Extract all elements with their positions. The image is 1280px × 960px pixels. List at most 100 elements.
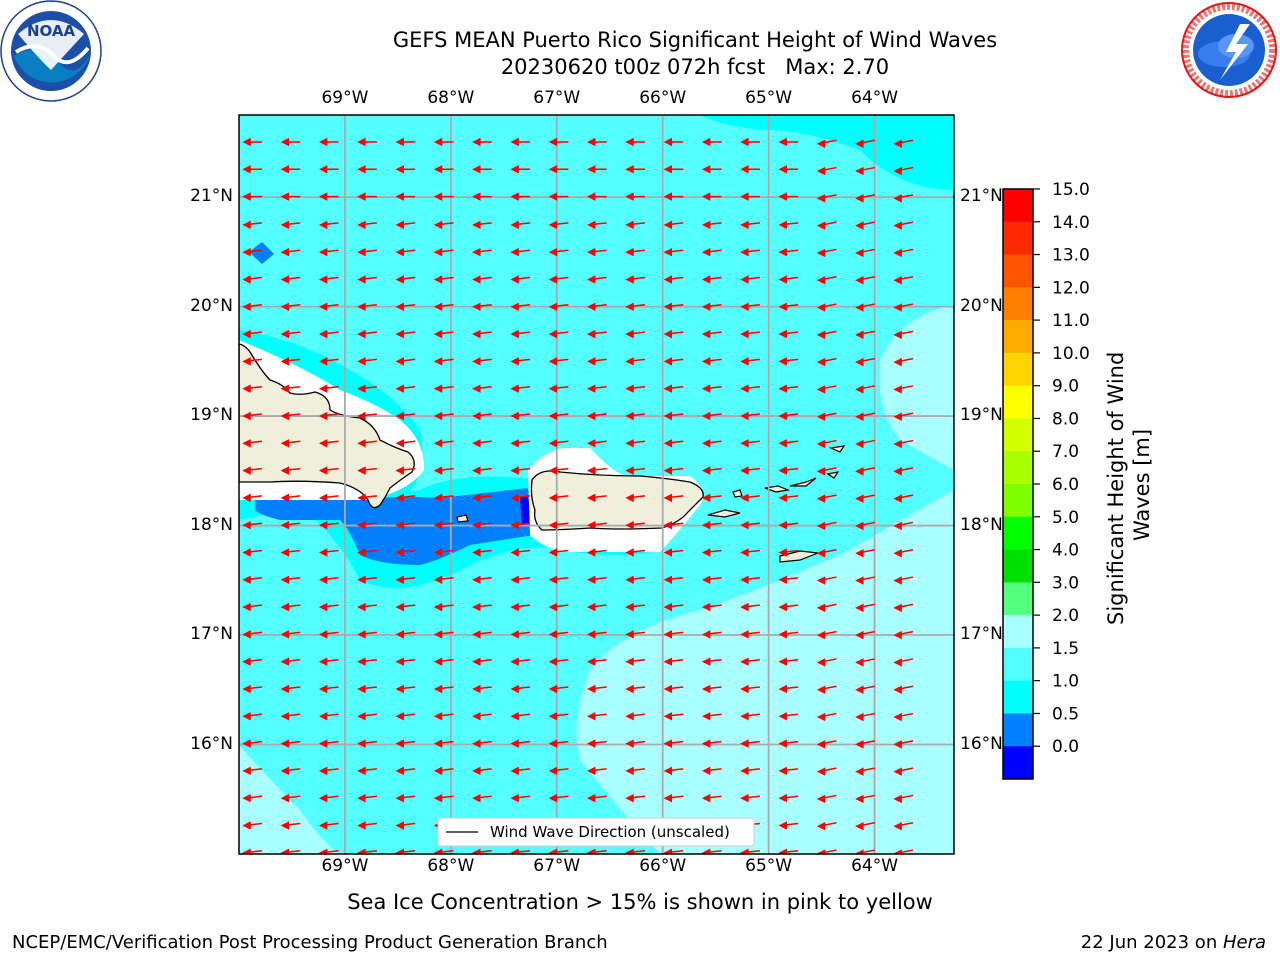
- tick-label: 21°N: [190, 186, 233, 207]
- wave-arrow-head: [816, 494, 826, 503]
- colorbar-tick-label: 1.0: [1052, 672, 1079, 692]
- wave-arrow-head: [816, 248, 826, 258]
- colorbar-tick-label: 15.0: [1052, 180, 1090, 200]
- wave-arrow-head: [740, 657, 749, 666]
- wave-arrow-head: [587, 848, 596, 854]
- wave-arrow-head: [433, 137, 443, 147]
- footer-date: 22 Jun 2023 on Hera: [1081, 932, 1266, 953]
- colorbar-tick-label: 7.0: [1052, 442, 1079, 462]
- tick-label: 64°W: [851, 856, 899, 876]
- wave-arrow-head: [587, 712, 596, 721]
- wave-arrow-head: [318, 739, 328, 748]
- wave-arrow-head: [433, 657, 443, 666]
- wave-arrow-head: [357, 602, 366, 612]
- wave-arrow-head: [548, 220, 558, 230]
- wave-arrow-head: [280, 357, 290, 366]
- wave-arrow-head: [816, 385, 826, 394]
- svg-text:NOAA: NOAA: [27, 22, 76, 40]
- wave-arrow-head: [433, 848, 443, 854]
- wave-arrow-head: [855, 221, 864, 230]
- wave-arrow-head: [318, 466, 328, 475]
- wave-arrow-head: [242, 493, 251, 503]
- wave-arrow-head: [778, 220, 787, 230]
- wave-arrow-head: [548, 439, 558, 448]
- colorbar-swatch: [1003, 352, 1033, 387]
- wave-arrow-head: [472, 684, 481, 694]
- wave-arrow-head: [893, 767, 902, 776]
- wave-arrow-head: [855, 303, 864, 312]
- wave-arrow-head: [625, 247, 634, 257]
- wave-arrow-head: [625, 329, 634, 339]
- colorbar-swatch: [1003, 221, 1033, 256]
- tick-label: 16°N: [190, 733, 233, 754]
- wave-arrow-head: [395, 384, 404, 393]
- wave-arrow-head: [893, 276, 902, 285]
- wave-arrow-head: [740, 466, 749, 475]
- wave-arrow-head: [318, 602, 328, 612]
- wave-arrow-head: [395, 575, 404, 585]
- wave-arrow-head: [587, 793, 596, 803]
- wave-arrow-head: [395, 439, 404, 448]
- wave-arrow-head: [778, 630, 787, 639]
- wave-arrow-head: [587, 630, 596, 639]
- wave-arrow-head: [318, 357, 328, 366]
- wave-arrow-head: [357, 657, 366, 666]
- wave-arrow-head: [701, 192, 711, 201]
- colorbar-tick-label: 6.0: [1052, 475, 1079, 495]
- wave-arrow-head: [280, 657, 290, 666]
- wave-arrow-head: [395, 684, 404, 694]
- wave-arrow-head: [625, 275, 634, 284]
- wave-arrow-head: [242, 712, 251, 721]
- tick-label: 17°N: [960, 624, 1003, 645]
- tick-label: 64°W: [851, 88, 899, 108]
- wave-arrow-head: [510, 712, 519, 721]
- wave-arrow-head: [357, 165, 366, 174]
- wave-arrow-head: [472, 466, 481, 475]
- colorbar-tick-label: 11.0: [1052, 311, 1090, 331]
- wave-arrow-head: [740, 766, 749, 776]
- wave-arrow-head: [318, 821, 328, 830]
- wave-arrow-head: [280, 548, 290, 557]
- wave-arrow-head: [433, 357, 443, 366]
- wave-arrow-head: [587, 466, 596, 475]
- wave-arrow-head: [433, 220, 443, 230]
- wave-arrow-head: [510, 766, 519, 776]
- wave-arrow-head: [893, 822, 902, 831]
- wave-arrow-head: [701, 684, 711, 694]
- wave-arrow-head: [663, 712, 673, 721]
- wave-arrow-head: [663, 192, 673, 201]
- colorbar-tick-label: 3.0: [1052, 573, 1079, 593]
- wave-arrow-head: [510, 329, 519, 339]
- wave-arrow-head: [510, 384, 519, 393]
- wave-arrow-head: [395, 848, 404, 854]
- wave-arrow-head: [433, 493, 443, 503]
- wave-arrow-head: [587, 165, 596, 174]
- wave-arrow-head: [816, 712, 826, 722]
- wave-arrow-head: [625, 137, 634, 147]
- wave-arrow-head: [816, 303, 826, 312]
- wave-arrow-head: [433, 630, 443, 639]
- chart-title: GEFS MEAN Puerto Rico Significant Height…: [392, 28, 998, 52]
- wave-arrow-head: [701, 493, 711, 503]
- wave-arrow-head: [587, 275, 596, 284]
- wave-contour-patch: [249, 242, 274, 264]
- wave-arrow-head: [701, 793, 711, 803]
- wave-arrow-head: [778, 712, 787, 721]
- wave-arrow-head: [318, 220, 328, 230]
- wave-arrow-head: [663, 137, 673, 147]
- wave-arrow-head: [893, 194, 902, 203]
- wave-arrow-head: [701, 630, 711, 639]
- wave-arrow-head: [548, 684, 558, 694]
- wave-contour-east: [879, 305, 954, 470]
- wave-arrow-head: [816, 521, 826, 531]
- wave-arrow-head: [778, 247, 787, 257]
- wave-arrow-head: [625, 657, 634, 666]
- wave-arrow-head: [433, 466, 443, 475]
- wave-arrow-head: [701, 712, 711, 721]
- wave-arrow-head: [548, 329, 558, 339]
- wave-arrow-head: [242, 247, 251, 257]
- wave-arrow-head: [472, 493, 481, 503]
- wave-arrow-head: [395, 793, 404, 803]
- wave-arrow-head: [280, 439, 290, 448]
- wave-arrow-head: [893, 139, 902, 148]
